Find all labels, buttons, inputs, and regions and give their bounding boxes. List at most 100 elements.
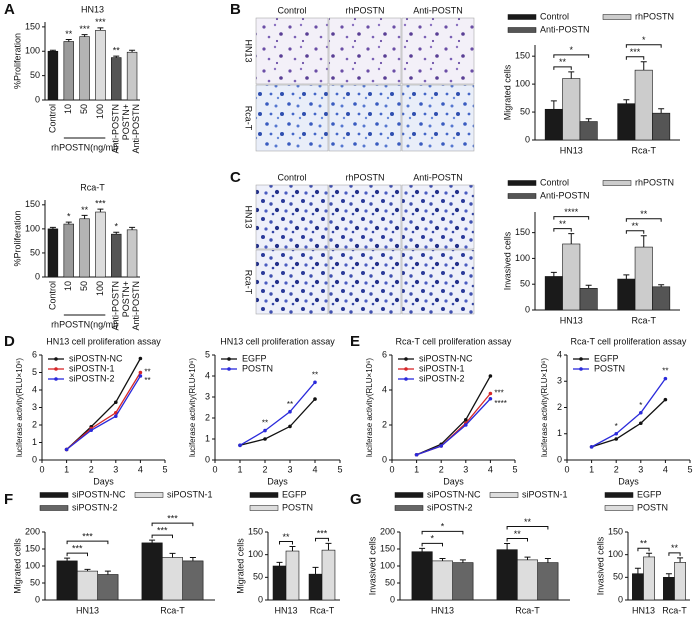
bar — [579, 121, 598, 141]
y-tick-label: 0 — [618, 594, 623, 604]
legend-label: siPOSTN-NC — [419, 353, 473, 363]
panel-label: C — [230, 169, 241, 186]
series-line — [416, 398, 491, 456]
significance: *** — [95, 199, 106, 209]
x-tick-label: 1 — [589, 464, 594, 474]
bar — [643, 556, 655, 601]
y-axis-label: Invasived cells — [367, 536, 377, 595]
bar — [95, 211, 106, 278]
image-row-label: HN13 — [244, 205, 254, 228]
legend-marker — [579, 367, 583, 371]
chart-title: HN13 — [81, 4, 104, 14]
micrograph — [255, 249, 329, 315]
x-tick-label: 2 — [439, 464, 444, 474]
legend-swatch — [394, 492, 424, 498]
bracket — [66, 540, 109, 545]
bracket — [421, 542, 443, 547]
bar — [634, 69, 653, 141]
error-bar — [640, 235, 647, 248]
error-bar — [550, 271, 557, 277]
panel-label: B — [230, 1, 241, 18]
legend-swatch — [249, 492, 279, 498]
y-tick-label: 100 — [515, 78, 530, 88]
error-bar — [276, 561, 283, 566]
legend-swatch — [134, 492, 164, 498]
error-bar — [568, 233, 575, 244]
point — [639, 421, 643, 426]
x-tick-label: 2 — [262, 464, 267, 474]
y-axis-label: Invasived cells — [502, 231, 512, 290]
group-label: rhPOSTN(ng/ml) — [51, 319, 118, 329]
y-tick-label: 1 — [557, 428, 562, 438]
bar — [79, 218, 90, 278]
error-bar — [524, 556, 531, 560]
series-line — [591, 399, 666, 448]
x-tick-label: Control — [47, 104, 57, 133]
bracket — [668, 552, 681, 556]
y-tick-label: 6 — [32, 349, 37, 359]
y-axis-label: %Proliferation — [12, 33, 22, 89]
legend-marker — [54, 357, 58, 361]
error-bar — [81, 34, 88, 37]
point — [488, 396, 493, 401]
y-tick-label: 1 — [205, 433, 210, 443]
bar — [63, 223, 74, 278]
y-tick-label: 0 — [35, 94, 40, 104]
x-tick-label: Rca-T — [632, 315, 657, 325]
bar — [182, 560, 204, 601]
bar — [652, 286, 671, 311]
y-tick-label: 50 — [520, 106, 530, 116]
significance: *** — [494, 389, 503, 398]
error-bar — [65, 221, 72, 225]
y-tick-label: 200 — [25, 526, 40, 536]
y-axis-label: Migrated cells — [502, 64, 512, 120]
x-tick-label: 4 — [138, 464, 143, 474]
significance: * — [114, 222, 118, 232]
significance: * — [615, 422, 618, 431]
y-tick-label: 4 — [382, 384, 387, 394]
significance: * — [441, 522, 445, 532]
point — [263, 428, 267, 433]
significance: **** — [494, 399, 506, 408]
image-row-label: Rca-T — [244, 106, 254, 131]
point — [89, 428, 93, 433]
series-line — [239, 381, 316, 446]
image-row-label: HN13 — [244, 39, 254, 62]
point — [614, 437, 618, 441]
error-bar — [289, 546, 296, 552]
y-tick-label: 50 — [30, 577, 40, 587]
chart-title: Rca-T — [80, 182, 105, 192]
bar — [579, 288, 598, 311]
legend-label: siPOSTN-2 — [419, 373, 465, 383]
y-tick-label: 3 — [557, 376, 562, 386]
legend-marker — [227, 357, 231, 361]
bar — [47, 50, 59, 101]
legend-label: siPOSTN-NC — [72, 489, 126, 499]
error-bar — [623, 99, 630, 104]
bar — [516, 559, 538, 601]
legend-label: Anti-POSTN — [540, 24, 590, 34]
x-tick-label: Rca-T — [310, 605, 335, 615]
error-bar — [459, 559, 466, 563]
significance: ** — [144, 376, 150, 385]
x-tick-label: 2 — [614, 464, 619, 474]
image-column-label: rhPOSTN — [345, 5, 384, 15]
y-tick-label: 0 — [205, 454, 210, 464]
y-tick-label: 4 — [557, 349, 562, 359]
panel-label: A — [4, 1, 15, 18]
significance: ** — [287, 400, 293, 409]
error-bar — [439, 558, 446, 561]
significance: ** — [312, 370, 318, 379]
y-tick-label: 5 — [32, 367, 37, 377]
x-tick-label: 50 — [79, 104, 89, 114]
legend-swatch — [489, 492, 519, 498]
bar — [634, 246, 653, 311]
point — [313, 380, 317, 385]
significance: ** — [65, 29, 73, 39]
bracket — [637, 547, 650, 552]
bar — [411, 551, 433, 601]
point — [288, 424, 292, 429]
legend-label: siPOSTN-2 — [72, 502, 118, 512]
significance: ** — [559, 219, 567, 229]
point — [488, 391, 493, 396]
